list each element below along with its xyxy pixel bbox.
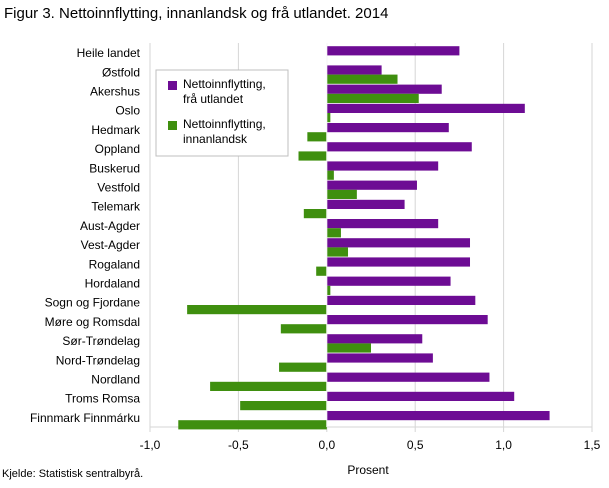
x-tick-label-1: -0,5 [228, 438, 249, 452]
category-label-8: Telemark [91, 200, 141, 214]
bar-utlandet-0 [326, 46, 460, 56]
legend-label-0-0: Nettoinnflytting, [183, 77, 266, 91]
category-label-5: Oppland [95, 142, 140, 156]
bar-utlandet-15 [326, 334, 423, 344]
bar-utlandet-14 [326, 315, 488, 325]
bar-utlandet-16 [326, 353, 433, 363]
x-tick-label-3: 0,5 [407, 438, 424, 452]
bar-innanlandsk-18 [240, 401, 327, 411]
chart-title: Figur 3. Nettoinnflytting, innanlandsk o… [4, 5, 389, 22]
bar-innanlandsk-3 [326, 113, 331, 123]
bar-utlandet-17 [326, 372, 490, 382]
category-label-14: Møre og Romsdal [45, 315, 140, 329]
bar-utlandet-11 [326, 257, 471, 267]
category-label-4: Hedmark [91, 123, 141, 137]
bar-utlandet-6 [326, 161, 439, 171]
category-label-19: Finnmark Finnmárku [30, 411, 140, 425]
bar-innanlandsk-13 [187, 305, 327, 315]
category-label-10: Vest-Agder [81, 238, 140, 252]
bar-innanlandsk-11 [316, 266, 327, 276]
bar-innanlandsk-16 [279, 362, 327, 372]
x-tick-label-4: 1,0 [495, 438, 512, 452]
legend-swatch-1 [168, 121, 177, 130]
bar-utlandet-13 [326, 295, 476, 305]
bar-utlandet-5 [326, 142, 472, 152]
bar-utlandet-9 [326, 219, 439, 229]
x-tick-label-2: 0,0 [318, 438, 335, 452]
bar-utlandet-10 [326, 238, 471, 248]
bar-innanlandsk-10 [326, 247, 349, 257]
bar-utlandet-2 [326, 84, 442, 94]
bar-utlandet-18 [326, 391, 515, 401]
category-label-15: Sør-Trøndelag [62, 334, 140, 348]
bar-innanlandsk-8 [303, 209, 327, 219]
x-tick-label-5: 1,5 [584, 438, 601, 452]
bar-innanlandsk-5 [298, 151, 327, 161]
category-label-1: Østfold [102, 65, 140, 79]
bar-utlandet-4 [326, 123, 449, 133]
bar-innanlandsk-9 [326, 228, 341, 238]
category-label-18: Troms Romsa [65, 392, 140, 406]
bar-utlandet-19 [326, 411, 550, 421]
category-label-3: Oslo [115, 104, 140, 118]
bar-innanlandsk-15 [326, 343, 371, 353]
category-label-11: Rogaland [89, 257, 140, 271]
category-label-2: Akershus [90, 85, 140, 99]
x-tick-label-0: -1,0 [140, 438, 161, 452]
bar-innanlandsk-19 [178, 420, 327, 430]
category-labels: Heile landet Østfold Akershus Oslo Hedmark Op… [30, 46, 141, 425]
x-axis-label: Prosent [347, 463, 389, 477]
bar-utlandet-3 [326, 103, 525, 113]
legend-label-0-1: frå utlandet [183, 92, 244, 106]
bar-utlandet-8 [326, 199, 405, 209]
category-label-13: Sogn og Fjordane [45, 296, 141, 310]
bar-innanlandsk-12 [326, 285, 331, 295]
bar-innanlandsk-2 [326, 93, 419, 103]
bars [178, 46, 550, 430]
legend-box [155, 69, 289, 157]
legend: Nettoinnflytting,frå utlandetNettoinnfly… [155, 69, 289, 157]
bar-utlandet-1 [326, 65, 382, 75]
bar-innanlandsk-7 [326, 189, 357, 199]
category-label-7: Vestfold [97, 181, 140, 195]
legend-label-1-0: Nettoinnflytting, [183, 117, 266, 131]
category-label-9: Aust-Agder [80, 219, 140, 233]
source-note: Kjelde: Statistisk sentralbyrå. [2, 468, 144, 480]
bar-utlandet-12 [326, 276, 451, 286]
category-label-12: Hordaland [85, 277, 140, 291]
legend-label-1-1: innanlandsk [183, 132, 248, 146]
bar-innanlandsk-4 [307, 132, 327, 142]
x-tick-labels: -1,0 -0,5 0,0 0,5 1,0 1,5 [140, 438, 601, 452]
category-label-0: Heile landet [77, 46, 141, 60]
legend-swatch-0 [168, 81, 177, 90]
bar-innanlandsk-6 [326, 170, 334, 180]
bar-innanlandsk-1 [326, 74, 398, 84]
category-label-16: Nord-Trøndelag [56, 353, 140, 367]
category-label-6: Buskerud [89, 161, 140, 175]
bar-innanlandsk-14 [280, 324, 327, 334]
bar-innanlandsk-17 [210, 381, 327, 391]
category-label-17: Nordland [91, 373, 140, 387]
bar-utlandet-7 [326, 180, 417, 190]
